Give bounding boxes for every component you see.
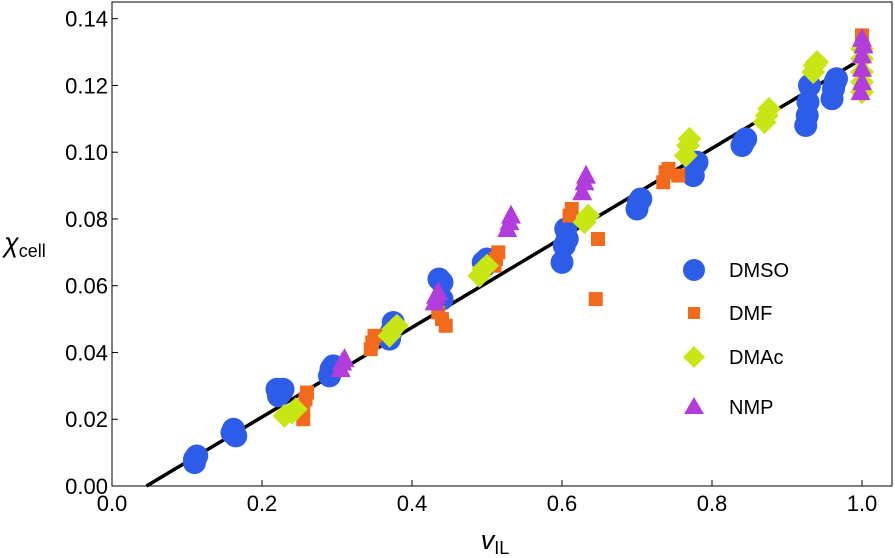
- legend-label-dmac: DMAc: [729, 347, 783, 369]
- series-nmp: [330, 27, 874, 378]
- y-tick-label: 0.12: [65, 73, 108, 98]
- legend-item-dmso: DMSO: [683, 259, 789, 282]
- point-nmp: [334, 348, 355, 368]
- point-dmso: [555, 227, 579, 251]
- point-nmp: [501, 204, 521, 224]
- point-dmf: [671, 168, 686, 183]
- point-dmf: [564, 201, 579, 216]
- point-nmp: [572, 181, 593, 201]
- legend: DMSO DMF DMAc NMP: [683, 259, 789, 419]
- point-dmac: [385, 313, 409, 338]
- x-axis-title: vIL: [481, 525, 510, 558]
- points-layer: [183, 27, 874, 475]
- legend-label-dmf: DMF: [729, 303, 772, 325]
- point-dmf: [438, 318, 453, 333]
- point-nmp: [576, 164, 596, 184]
- x-axis: 0.0 0.2 0.4 0.6 0.8 1.0: [97, 480, 878, 516]
- point-nmp: [428, 281, 449, 301]
- legend-label-nmp: NMP: [729, 397, 773, 419]
- legend-label-dmso: DMSO: [729, 260, 789, 282]
- point-dmf: [588, 292, 603, 307]
- point-dmso: [629, 187, 653, 211]
- point-dmso: [825, 67, 848, 91]
- y-tick-label: 0.06: [65, 274, 108, 299]
- legend-item-nmp: NMP: [684, 397, 773, 419]
- y-tick-label: 0.00: [65, 474, 108, 499]
- legend-item-dmf: DMF: [688, 303, 772, 325]
- point-nmp: [852, 44, 872, 64]
- point-dmso: [271, 377, 295, 401]
- legend-marker-nmp: [684, 397, 704, 414]
- point-dmac: [475, 253, 499, 278]
- y-tick-label: 0.10: [65, 140, 108, 165]
- point-nmp: [852, 27, 872, 47]
- point-dmso: [734, 127, 758, 151]
- plot-frame: [111, 1, 893, 487]
- y-axis-title-main: χ: [2, 228, 20, 258]
- y-tick-label: 0.02: [65, 407, 108, 432]
- legend-marker-dmf: [688, 307, 700, 319]
- point-dmso: [796, 90, 820, 114]
- point-nmp: [852, 57, 872, 77]
- point-dmac: [283, 397, 308, 422]
- x-axis-title-sub: IL: [494, 538, 509, 558]
- point-dmso: [224, 424, 248, 448]
- point-dmac: [576, 203, 601, 228]
- point-dmf: [591, 231, 605, 246]
- point-dmf: [491, 245, 506, 260]
- y-axis-title: χcell: [2, 228, 46, 261]
- x-tick-label: 0.0: [97, 491, 128, 516]
- x-tick-label: 0.8: [697, 491, 728, 516]
- y-tick-label: 0.14: [65, 7, 108, 32]
- x-tick-label: 1.0: [847, 491, 878, 516]
- point-dmf: [300, 385, 314, 400]
- legend-marker-dmac: [683, 346, 705, 368]
- legend-marker-dmso: [683, 259, 705, 281]
- y-axis-title-sub: cell: [19, 241, 46, 261]
- x-tick-label: 0.2: [247, 491, 278, 516]
- point-dmso: [185, 444, 209, 468]
- point-dmac: [757, 96, 781, 121]
- point-dmac: [805, 50, 829, 75]
- x-axis-title-main: v: [481, 525, 496, 555]
- point-nmp: [852, 71, 872, 91]
- y-tick-label: 0.04: [65, 340, 108, 365]
- point-dmac: [677, 126, 702, 151]
- point-dmf: [367, 328, 382, 343]
- point-nmp: [850, 81, 871, 101]
- y-axis: 0.00 0.02 0.04 0.06 0.08 0.10 0.12 0.14: [65, 7, 118, 499]
- y-tick-label: 0.08: [65, 207, 108, 232]
- legend-item-dmac: DMAc: [683, 346, 783, 369]
- x-tick-label: 0.4: [397, 491, 428, 516]
- x-tick-label: 0.6: [547, 491, 578, 516]
